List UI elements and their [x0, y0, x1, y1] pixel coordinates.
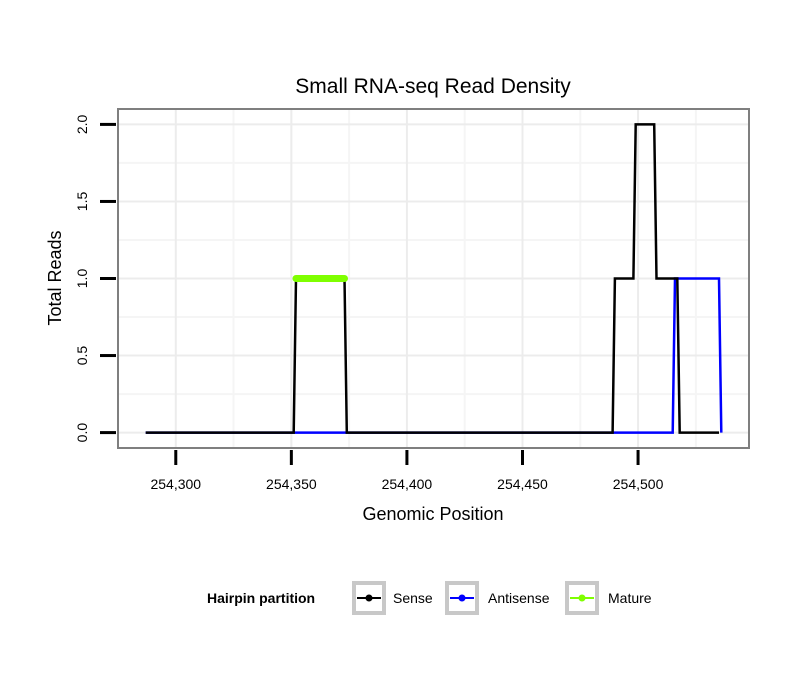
x-axis-label: Genomic Position — [362, 504, 503, 524]
x-tick-label: 254,500 — [613, 476, 664, 492]
y-tick-label: 1.0 — [74, 269, 90, 289]
legend: Hairpin partition Sense Antisense Mature — [207, 581, 652, 615]
legend-item-sense: Sense — [352, 581, 433, 615]
y-tick-label: 0.5 — [74, 346, 90, 366]
legend-label: Mature — [608, 590, 652, 606]
legend-key-point — [578, 594, 586, 602]
legend-item-mature: Mature — [565, 581, 652, 615]
x-tick-label: 254,300 — [150, 476, 201, 492]
legend-item-antisense: Antisense — [445, 581, 550, 615]
x-tick-label: 254,450 — [497, 476, 548, 492]
mature-point — [341, 275, 349, 282]
legend-label: Antisense — [488, 590, 550, 606]
y-tick-label: 2.0 — [74, 114, 90, 134]
legend-key-point — [365, 594, 373, 602]
legend-title: Hairpin partition — [207, 590, 315, 606]
x-tick-label: 254,350 — [266, 476, 317, 492]
y-tick-label: 1.5 — [74, 192, 90, 212]
y-tick-label: 0.0 — [74, 423, 90, 443]
mature-point — [292, 275, 300, 282]
y-axis-label: Total Reads — [45, 230, 65, 325]
axes: 254,300 254,350 254,400 254,450 254,500 0.0 0.… — [74, 114, 664, 492]
legend-key-point — [458, 594, 466, 602]
series-layer — [145, 123, 723, 434]
plot-border — [117, 108, 750, 449]
x-tick-label: 254,400 — [382, 476, 433, 492]
legend-label: Sense — [393, 590, 433, 606]
chart-title: Small RNA-seq Read Density — [295, 75, 571, 98]
